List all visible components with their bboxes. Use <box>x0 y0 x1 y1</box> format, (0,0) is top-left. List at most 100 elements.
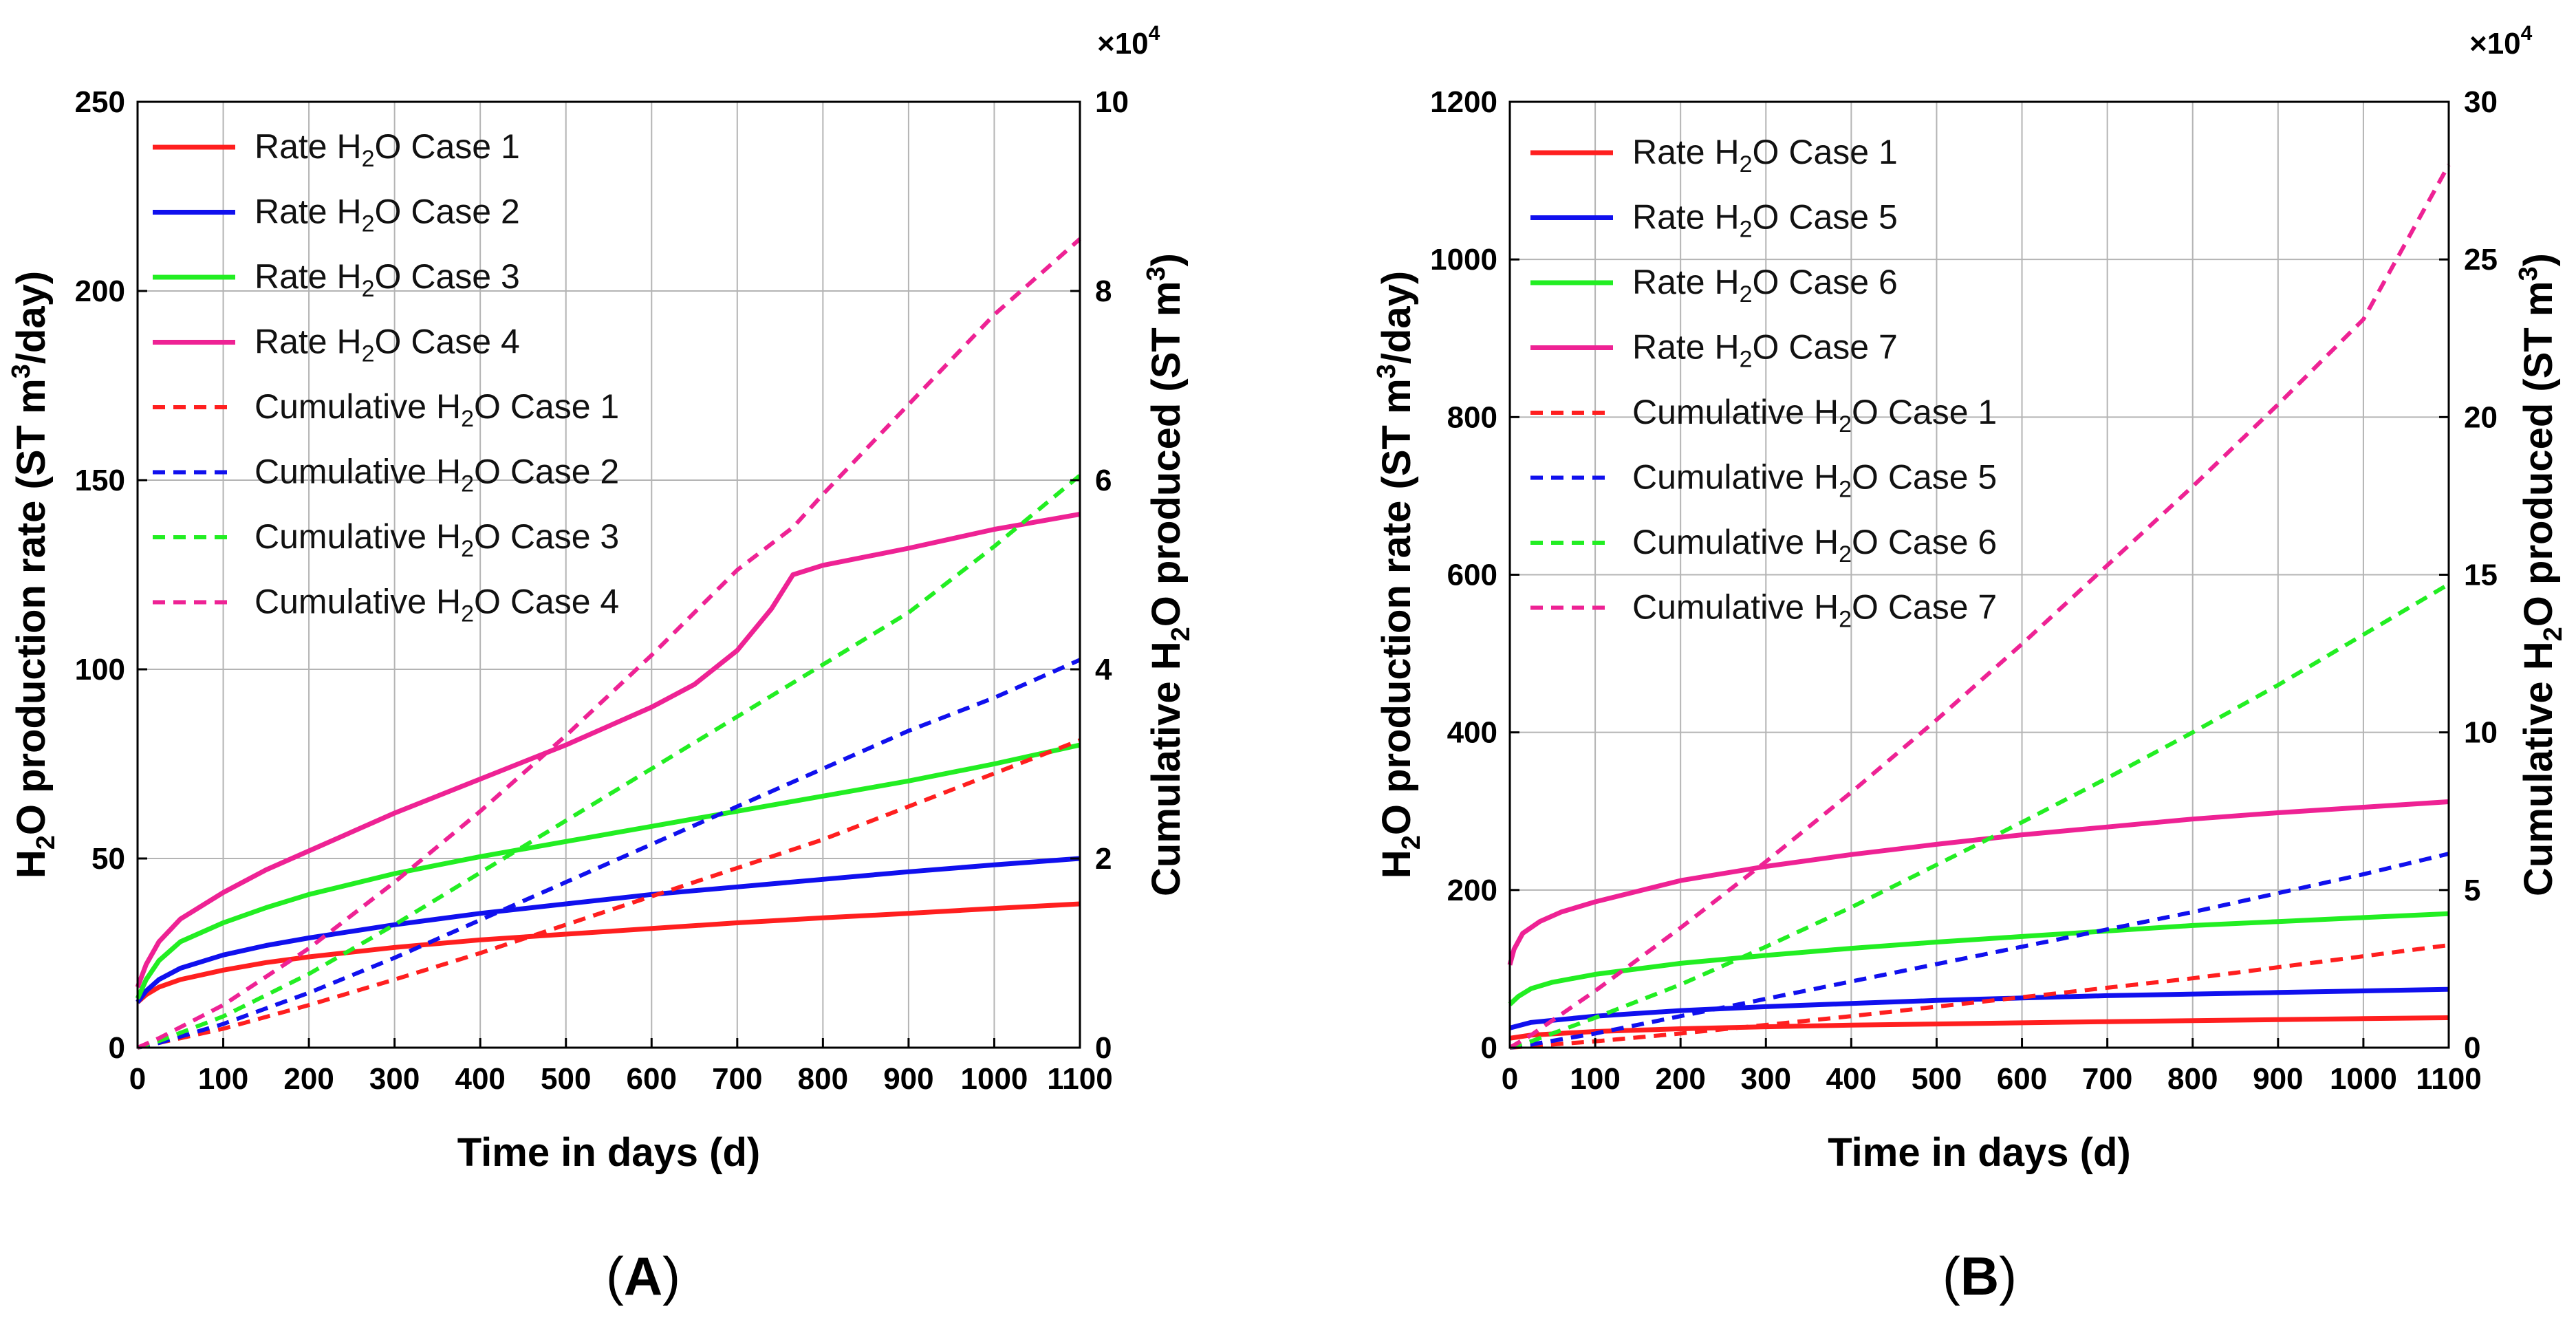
y-axis-left: 0 200 400 600 800 1000 1200 <box>1430 85 1519 1065</box>
x-tick-label: 600 <box>627 1062 677 1096</box>
x-tick-label: 0 <box>129 1062 146 1096</box>
x-tick-label: 300 <box>369 1062 420 1096</box>
legend-entry-4: Rate H2O Case 4 <box>255 323 520 367</box>
y-left-tick-label: 200 <box>1447 874 1497 907</box>
panel-label-b: (B) <box>1942 1246 2017 1306</box>
y-left-axis-title: H2O production rate (ST m3/day) <box>1372 271 1426 878</box>
x-axis-title: Time in days (d) <box>1828 1130 2130 1175</box>
y-right-axis-title: Cumulative H2O produced (ST m3) <box>2514 253 2568 896</box>
y-left-axis-title: H2O production rate (ST m3/day) <box>7 271 61 878</box>
legend-entry-6: Cumulative H2O Case 5 <box>1632 458 1997 503</box>
chart-panel-b: 0 100 200 300 400 500 600 700 800 900 1000 11000200… <box>1372 22 2568 1306</box>
legend-entry-5: Cumulative H2O Case 1 <box>1632 393 1997 437</box>
x-tick-label: 800 <box>2167 1062 2218 1096</box>
y-right-tick-label: 10 <box>1095 85 1129 119</box>
series-line-3 <box>1508 911 2449 1006</box>
y-right-tick-label: 25 <box>2464 243 2498 277</box>
x-tick-label: 400 <box>1826 1062 1876 1096</box>
series-line-1 <box>1509 1015 2449 1041</box>
y-right-tick-label: 10 <box>2464 716 2498 750</box>
x-tick-label: 100 <box>198 1062 248 1096</box>
y-left-tick-label: 100 <box>75 653 125 687</box>
y-axis-left: 0 50 100 150 200 250 <box>75 85 147 1065</box>
x-tick-label: 600 <box>1997 1062 2047 1096</box>
legend-entry-2: Rate H2O Case 2 <box>255 193 520 237</box>
x-tick-label: 100 <box>1570 1062 1620 1096</box>
x-tick-label: 900 <box>883 1062 933 1096</box>
legend-entry-8: Cumulative H2O Case 4 <box>255 583 619 627</box>
x-tick-label: 700 <box>2082 1062 2132 1096</box>
x-tick-label: 1000 <box>961 1062 1028 1096</box>
series-line-3 <box>135 742 1081 1000</box>
y-right-tick-label: 0 <box>1095 1031 1112 1065</box>
right-axis-exponent: ×104 <box>1097 22 1160 61</box>
y-left-tick-label: 250 <box>75 85 125 119</box>
y-right-tick-label: 8 <box>1095 274 1112 308</box>
y-right-tick-label: 5 <box>2464 874 2480 907</box>
legend-entry-3: Rate H2O Case 6 <box>1632 263 1898 307</box>
x-tick-label: 200 <box>1655 1062 1705 1096</box>
x-tick-label: 500 <box>1912 1062 1962 1096</box>
y-left-tick-label: 200 <box>75 274 125 308</box>
x-tick-label: 1000 <box>2330 1062 2397 1096</box>
series-line-4 <box>135 512 1081 988</box>
series-line-8 <box>136 237 1081 1050</box>
legend-entry-2: Rate H2O Case 5 <box>1632 198 1898 243</box>
y-right-tick-label: 2 <box>1095 842 1112 876</box>
series-line-8 <box>1508 164 2451 1050</box>
y-right-tick-label: 0 <box>2464 1031 2480 1065</box>
series-line-1 <box>136 901 1081 1004</box>
legend-entry-6: Cumulative H2O Case 2 <box>255 453 619 497</box>
legend-entry-8: Cumulative H2O Case 7 <box>1632 588 1997 633</box>
x-tick-label: 1100 <box>2416 1062 2481 1096</box>
legend-entry-1: Rate H2O Case 1 <box>255 127 520 172</box>
x-tick-label: 900 <box>2253 1062 2303 1096</box>
x-tick-label: 500 <box>541 1062 591 1096</box>
series-line-6 <box>137 658 1081 1050</box>
y-right-tick-label: 6 <box>1095 464 1112 497</box>
series-line-2 <box>136 856 1081 1004</box>
y-left-tick-label: 400 <box>1447 716 1497 750</box>
x-axis: 0 100 200 300 400 500 600 700 800 900 1000 1100 <box>1502 1038 2482 1096</box>
series-line-4 <box>1507 799 2449 966</box>
x-tick-label: 400 <box>455 1062 505 1096</box>
y-left-tick-label: 0 <box>109 1031 125 1065</box>
legend-entry-1: Rate H2O Case 1 <box>1632 133 1898 177</box>
legend-entry-3: Rate H2O Case 3 <box>255 257 520 302</box>
legend-entry-4: Rate H2O Case 7 <box>1632 328 1898 373</box>
series-line-6 <box>1509 852 2449 1050</box>
x-tick-label: 0 <box>1502 1062 1518 1096</box>
y-right-tick-label: 20 <box>2464 400 2498 434</box>
y-left-tick-label: 1000 <box>1430 243 1497 277</box>
y-left-tick-label: 0 <box>1481 1031 1497 1065</box>
series-line-7 <box>137 473 1081 1050</box>
legend: Rate H2O Case 1 Rate H2O Case 2 Rate H2O C… <box>153 127 619 627</box>
y-right-axis-title: Cumulative H2O produced (ST m3) <box>1142 253 1195 896</box>
y-axis-right: 0 5 10 15 20 25 30 <box>2439 85 2498 1065</box>
series-line-7 <box>1509 582 2450 1050</box>
series-line-5 <box>137 738 1081 1050</box>
y-right-tick-label: 15 <box>2464 559 2498 592</box>
y-right-tick-label: 4 <box>1095 653 1112 687</box>
legend-entry-5: Cumulative H2O Case 1 <box>255 387 619 432</box>
y-left-tick-label: 150 <box>75 464 125 497</box>
y-left-tick-label: 50 <box>91 842 125 876</box>
y-axis-right: 0 2 4 6 8 10 <box>1070 85 1129 1065</box>
x-tick-label: 700 <box>712 1062 762 1096</box>
y-right-tick-label: 30 <box>2464 85 2498 119</box>
legend-entry-7: Cumulative H2O Case 3 <box>255 517 619 562</box>
y-left-tick-label: 1200 <box>1430 85 1497 119</box>
x-axis: 0 100 200 300 400 500 600 700 800 900 1000 1100 <box>129 1038 1113 1096</box>
y-left-tick-label: 800 <box>1447 400 1497 434</box>
grid-lines <box>1509 101 2449 1048</box>
legend-entry-7: Cumulative H2O Case 6 <box>1632 523 1997 568</box>
x-tick-label: 800 <box>798 1062 848 1096</box>
x-tick-label: 1100 <box>1047 1062 1112 1096</box>
chart-panel-a: 0 100 200 300 400 500 600 700 800 900 1000 11000501… <box>7 22 1195 1306</box>
series-group <box>135 237 1081 1050</box>
right-axis-exponent: ×104 <box>2469 22 2533 61</box>
x-tick-label: 300 <box>1741 1062 1791 1096</box>
y-left-tick-label: 600 <box>1447 559 1497 592</box>
panel-label-a: (A) <box>606 1246 680 1306</box>
plot-frame <box>136 100 1081 1049</box>
